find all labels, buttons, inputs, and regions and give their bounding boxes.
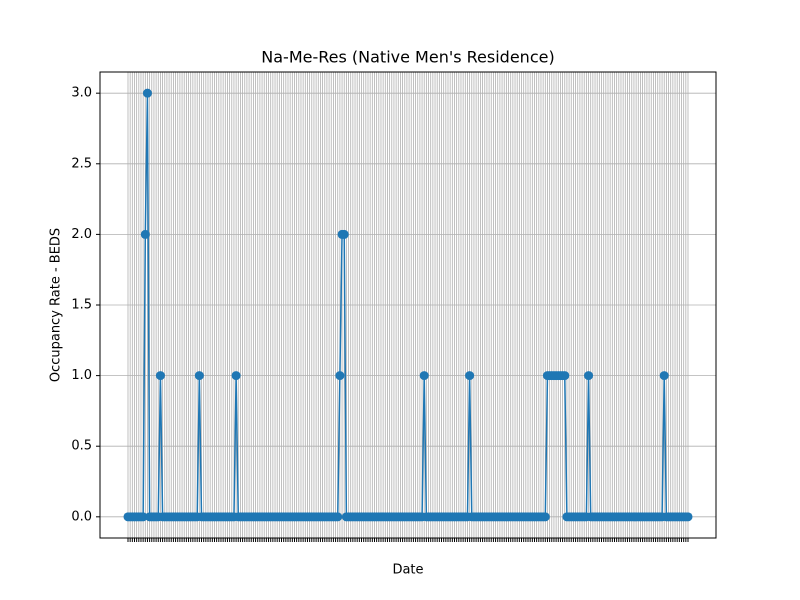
data-point <box>138 512 148 522</box>
plot <box>123 88 693 522</box>
data-point <box>335 371 345 381</box>
data-point <box>419 371 429 381</box>
y-axis-label: Occupancy Rate - BEDS <box>49 228 64 382</box>
y-tick-label: 2.5 <box>71 156 92 171</box>
axes-frame <box>99 71 717 539</box>
data-point <box>155 371 165 381</box>
data-point <box>339 229 349 239</box>
data-point <box>584 371 594 381</box>
y-tick-label: 0.0 <box>71 509 92 524</box>
data-point <box>140 229 150 239</box>
data-point <box>659 371 669 381</box>
data-point <box>540 512 550 522</box>
data-point <box>142 88 152 98</box>
y-tick-label: 0.5 <box>71 439 92 454</box>
y-tick-label: 1.0 <box>71 368 92 383</box>
grid: 0.0 0.5 1.0 1.5 2.0 2.5 3.0 <box>71 72 716 542</box>
data-point <box>194 371 204 381</box>
x-axis-label: Date <box>392 563 423 578</box>
y-tick-label: 3.0 <box>71 86 92 101</box>
data-point <box>231 371 241 381</box>
data-point <box>560 371 570 381</box>
data-point <box>465 371 475 381</box>
data-point <box>683 512 693 522</box>
data-point <box>333 512 343 522</box>
y-tick-label: 2.0 <box>71 227 92 242</box>
y-tick-label: 1.5 <box>71 298 92 313</box>
chart-title: Na-Me-Res (Native Men's Residence) <box>261 48 554 67</box>
